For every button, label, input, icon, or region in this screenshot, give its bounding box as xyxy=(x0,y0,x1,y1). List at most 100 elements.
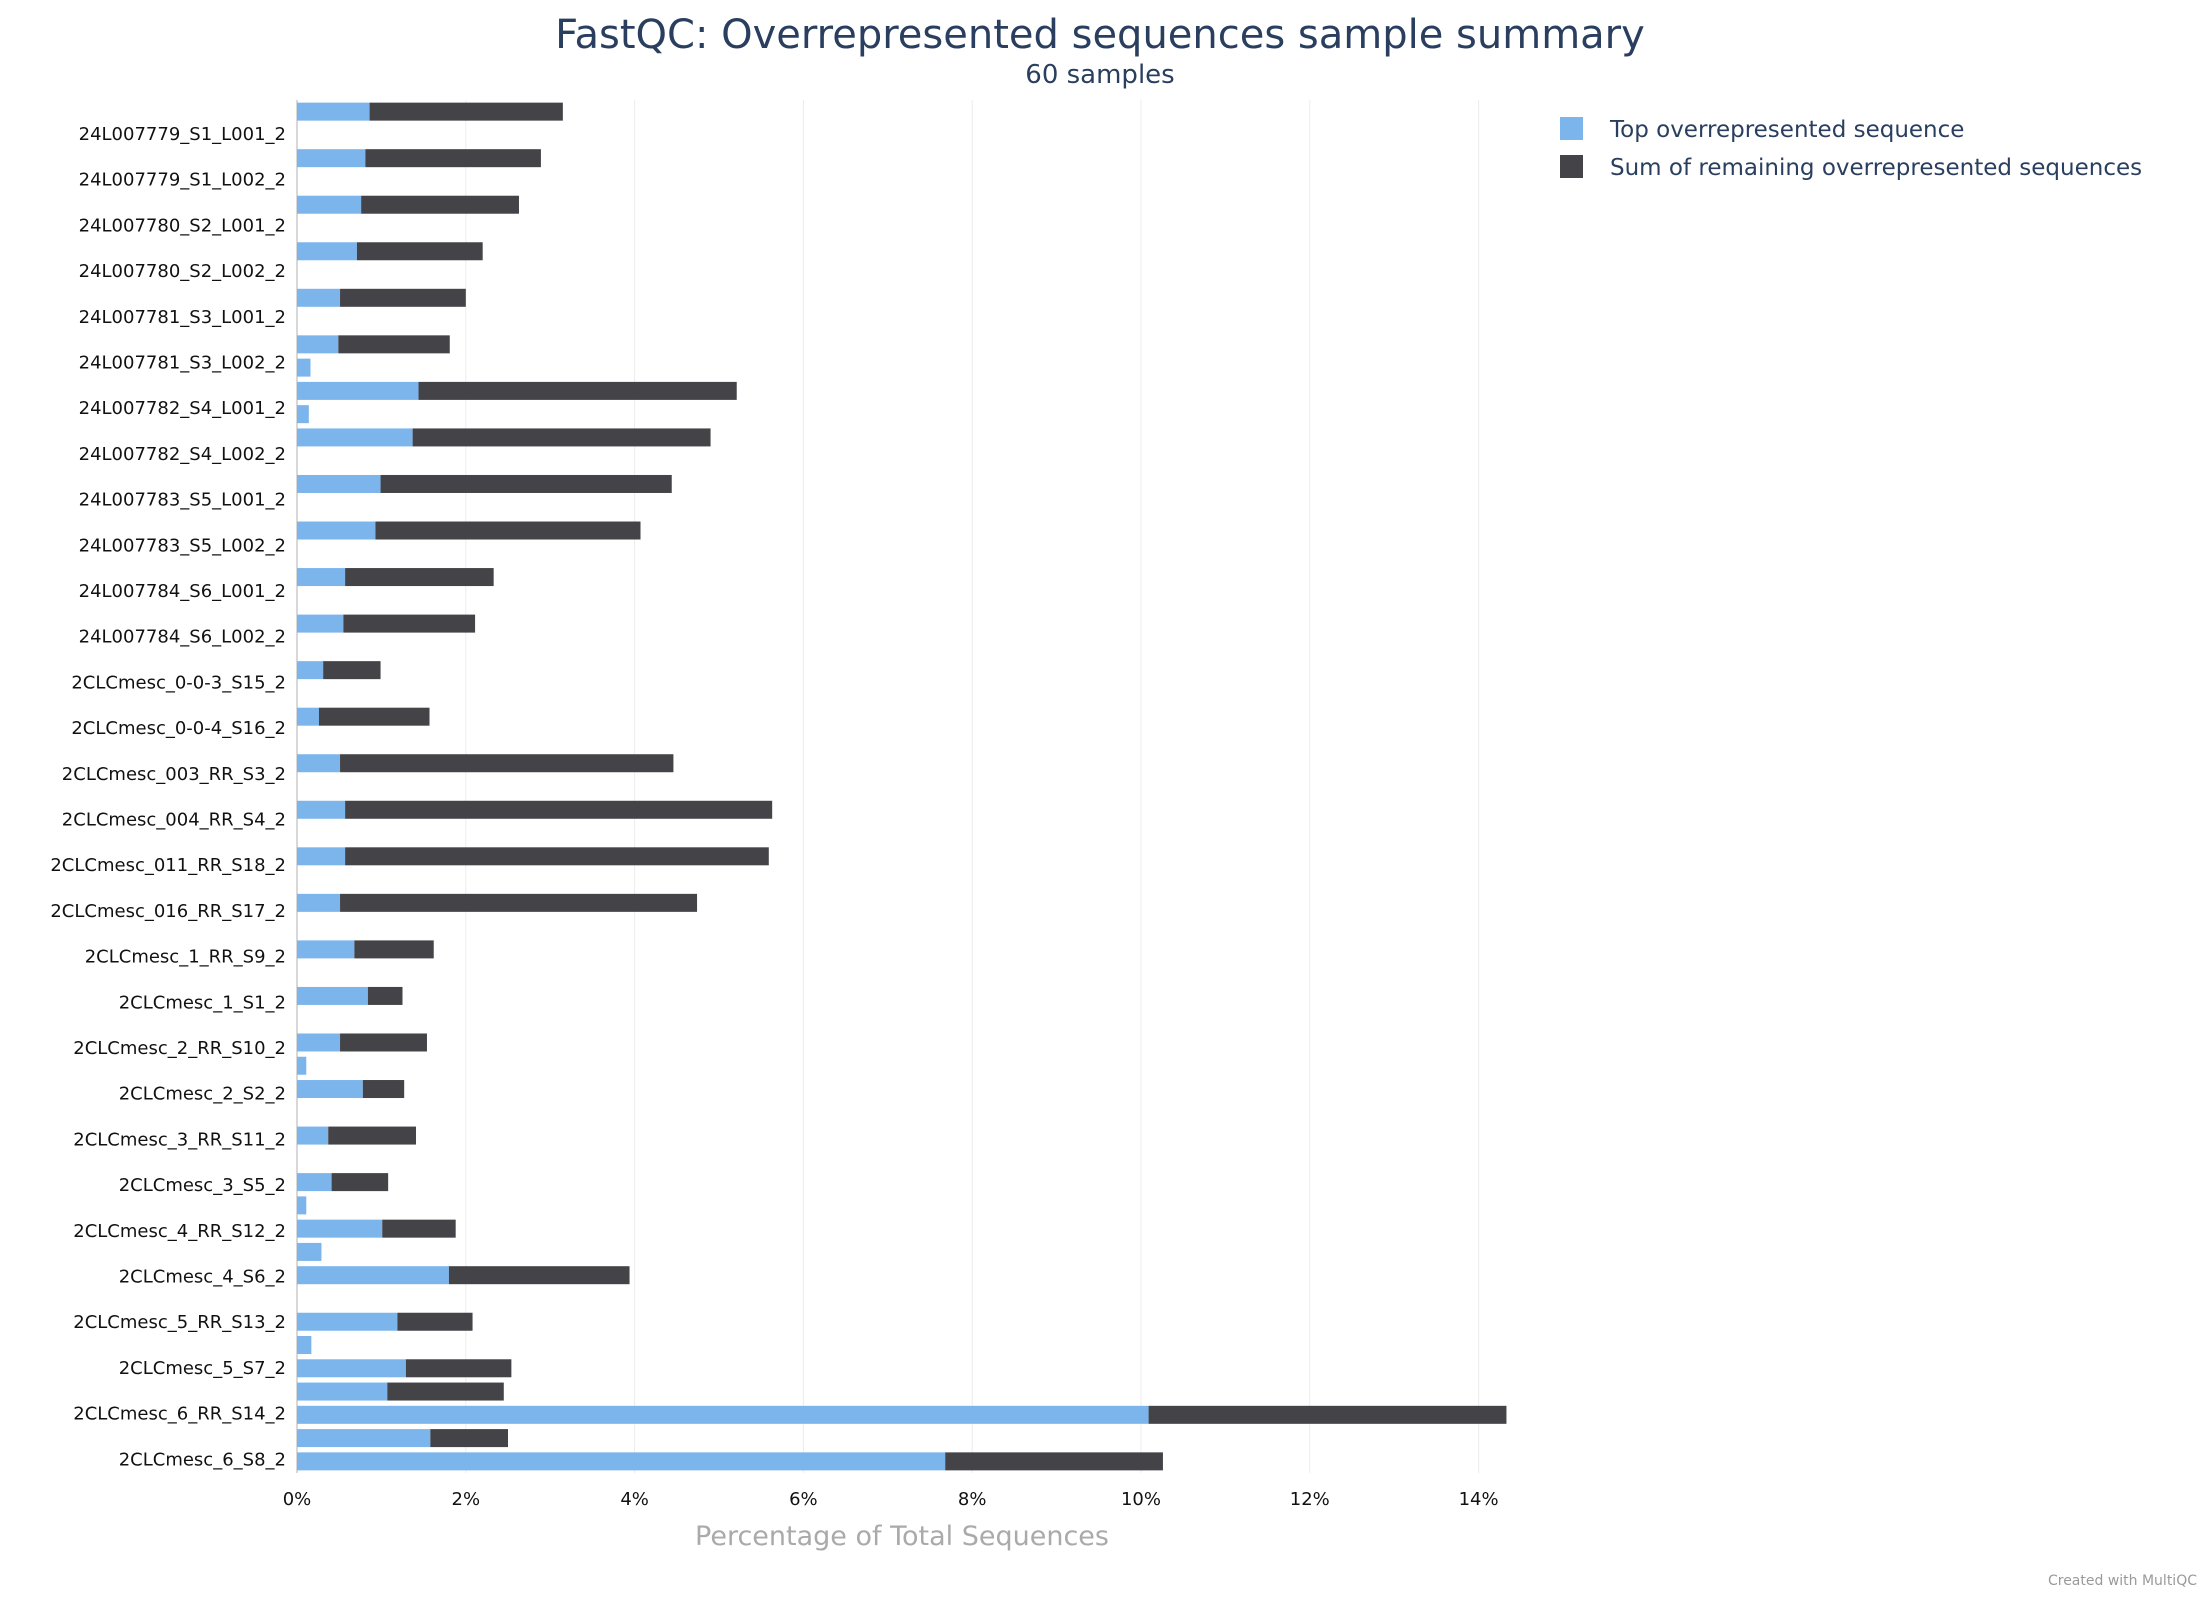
bar-remaining-sequences[interactable] xyxy=(340,893,698,912)
bar-top-sequence[interactable] xyxy=(297,893,341,912)
bar-remaining-sequences[interactable] xyxy=(328,1126,417,1145)
x-axis-labels: 0% 2% 4% 6% 8% 10% 12% 14% xyxy=(283,1489,1499,1510)
bar-remaining-sequences[interactable] xyxy=(345,800,773,819)
bars xyxy=(297,102,1507,1471)
bar-remaining-sequences[interactable] xyxy=(382,1219,456,1238)
y-tick-label: 2CLCmesc_1_S1_2 xyxy=(119,992,286,1013)
x-tick-label: 0% xyxy=(283,1489,312,1510)
bar-top-sequence[interactable] xyxy=(297,568,346,587)
bar-remaining-sequences[interactable] xyxy=(362,1080,405,1099)
y-tick-label: 2CLCmesc_016_RR_S17_2 xyxy=(50,901,286,922)
bar-remaining-sequences[interactable] xyxy=(340,288,466,307)
bar-top-sequence[interactable] xyxy=(297,707,319,726)
y-tick-label: 24L007783_S5_L002_2 xyxy=(79,535,286,556)
bar-remaining-sequences[interactable] xyxy=(369,102,563,121)
bar-remaining-sequences[interactable] xyxy=(1148,1405,1507,1424)
legend[interactable]: Top overrepresented sequence Sum of rema… xyxy=(1560,117,2142,181)
bar-remaining-sequences[interactable] xyxy=(361,195,519,214)
bar-top-sequence[interactable] xyxy=(297,335,339,354)
bar-top-sequence[interactable] xyxy=(297,521,376,540)
bar-remaining-sequences[interactable] xyxy=(354,940,434,959)
bar-top-sequence[interactable] xyxy=(297,1219,383,1238)
x-tick-label: 8% xyxy=(958,1489,987,1510)
bar-top-sequence[interactable] xyxy=(297,754,341,773)
bar-remaining-sequences[interactable] xyxy=(356,242,483,261)
legend-swatch-remaining xyxy=(1560,155,1583,178)
bar-remaining-sequences[interactable] xyxy=(343,614,476,633)
bar-remaining-sequences[interactable] xyxy=(365,149,541,168)
bar-top-sequence[interactable] xyxy=(297,1196,307,1215)
y-tick-label: 24L007781_S3_L002_2 xyxy=(79,353,286,374)
bar-top-sequence[interactable] xyxy=(297,474,381,493)
bar-top-sequence[interactable] xyxy=(297,614,344,633)
bar-top-sequence[interactable] xyxy=(297,1312,398,1331)
y-tick-label: 2CLCmesc_1_RR_S9_2 xyxy=(85,947,286,968)
bar-remaining-sequences[interactable] xyxy=(367,986,403,1005)
credit-text[interactable]: Created with MultiQC xyxy=(2048,1573,2197,1589)
bar-top-sequence[interactable] xyxy=(297,1126,329,1145)
bar-top-sequence[interactable] xyxy=(297,1056,307,1075)
bar-top-sequence[interactable] xyxy=(297,940,355,959)
bar-remaining-sequences[interactable] xyxy=(345,847,769,866)
bar-remaining-sequences[interactable] xyxy=(412,428,711,447)
y-tick-label: 2CLCmesc_5_RR_S13_2 xyxy=(73,1312,286,1333)
bar-top-sequence[interactable] xyxy=(297,661,324,680)
bar-remaining-sequences[interactable] xyxy=(405,1359,512,1378)
bar-top-sequence[interactable] xyxy=(297,1266,449,1285)
x-axis-title: Percentage of Total Sequences xyxy=(695,1521,1109,1552)
bar-top-sequence[interactable] xyxy=(297,1452,946,1471)
y-tick-label: 24L007780_S2_L002_2 xyxy=(79,261,286,282)
bar-top-sequence[interactable] xyxy=(297,800,346,819)
bar-top-sequence[interactable] xyxy=(297,381,419,400)
legend-label-top[interactable]: Top overrepresented sequence xyxy=(1609,117,1964,143)
bar-top-sequence[interactable] xyxy=(297,1242,322,1261)
bar-remaining-sequences[interactable] xyxy=(387,1382,504,1401)
y-tick-label: 2CLCmesc_0-0-3_S15_2 xyxy=(71,672,286,693)
bar-remaining-sequences[interactable] xyxy=(430,1429,508,1448)
x-tick-label: 6% xyxy=(789,1489,818,1510)
bar-top-sequence[interactable] xyxy=(297,1382,388,1401)
y-tick-label: 2CLCmesc_011_RR_S18_2 xyxy=(50,855,286,876)
bar-top-sequence[interactable] xyxy=(297,1336,312,1355)
y-tick-label: 24L007781_S3_L001_2 xyxy=(79,307,286,328)
bar-remaining-sequences[interactable] xyxy=(323,661,381,680)
bar-remaining-sequences[interactable] xyxy=(345,568,494,587)
bar-top-sequence[interactable] xyxy=(297,358,311,377)
bar-top-sequence[interactable] xyxy=(297,195,362,214)
bar-remaining-sequences[interactable] xyxy=(340,754,674,773)
bar-top-sequence[interactable] xyxy=(297,1033,341,1052)
bar-top-sequence[interactable] xyxy=(297,1173,332,1192)
y-tick-label: 2CLCmesc_3_S5_2 xyxy=(119,1175,286,1196)
bar-remaining-sequences[interactable] xyxy=(945,1452,1163,1471)
bar-remaining-sequences[interactable] xyxy=(340,1033,427,1052)
bar-remaining-sequences[interactable] xyxy=(318,707,430,726)
y-tick-label: 24L007780_S2_L001_2 xyxy=(79,215,286,236)
bar-top-sequence[interactable] xyxy=(297,1359,406,1378)
y-tick-label: 24L007782_S4_L001_2 xyxy=(79,398,286,419)
bar-remaining-sequences[interactable] xyxy=(380,474,672,493)
bar-top-sequence[interactable] xyxy=(297,428,413,447)
bar-top-sequence[interactable] xyxy=(297,847,346,866)
bar-remaining-sequences[interactable] xyxy=(448,1266,630,1285)
y-tick-label: 2CLCmesc_6_RR_S14_2 xyxy=(73,1404,286,1425)
bar-top-sequence[interactable] xyxy=(297,288,341,307)
bar-top-sequence[interactable] xyxy=(297,149,366,168)
bar-top-sequence[interactable] xyxy=(297,242,357,261)
bar-remaining-sequences[interactable] xyxy=(375,521,641,540)
bar-remaining-sequences[interactable] xyxy=(338,335,450,354)
bar-top-sequence[interactable] xyxy=(297,1405,1149,1424)
bar-top-sequence[interactable] xyxy=(297,102,370,121)
bar-remaining-sequences[interactable] xyxy=(397,1312,473,1331)
x-tick-label: 10% xyxy=(1121,1489,1161,1510)
bar-top-sequence[interactable] xyxy=(297,986,368,1005)
bar-top-sequence[interactable] xyxy=(297,405,309,424)
y-tick-label: 2CLCmesc_4_RR_S12_2 xyxy=(73,1221,286,1242)
bar-top-sequence[interactable] xyxy=(297,1429,431,1448)
bar-top-sequence[interactable] xyxy=(297,1080,363,1099)
y-tick-label: 2CLCmesc_4_S6_2 xyxy=(119,1267,286,1288)
y-axis-labels: 24L007779_S1_L001_2 24L007779_S1_L002_2 24… xyxy=(50,124,286,1470)
bar-remaining-sequences[interactable] xyxy=(331,1173,389,1192)
legend-label-remaining[interactable]: Sum of remaining overrepresented sequenc… xyxy=(1610,155,2142,181)
bar-remaining-sequences[interactable] xyxy=(418,381,737,400)
y-tick-label: 24L007783_S5_L001_2 xyxy=(79,490,286,511)
